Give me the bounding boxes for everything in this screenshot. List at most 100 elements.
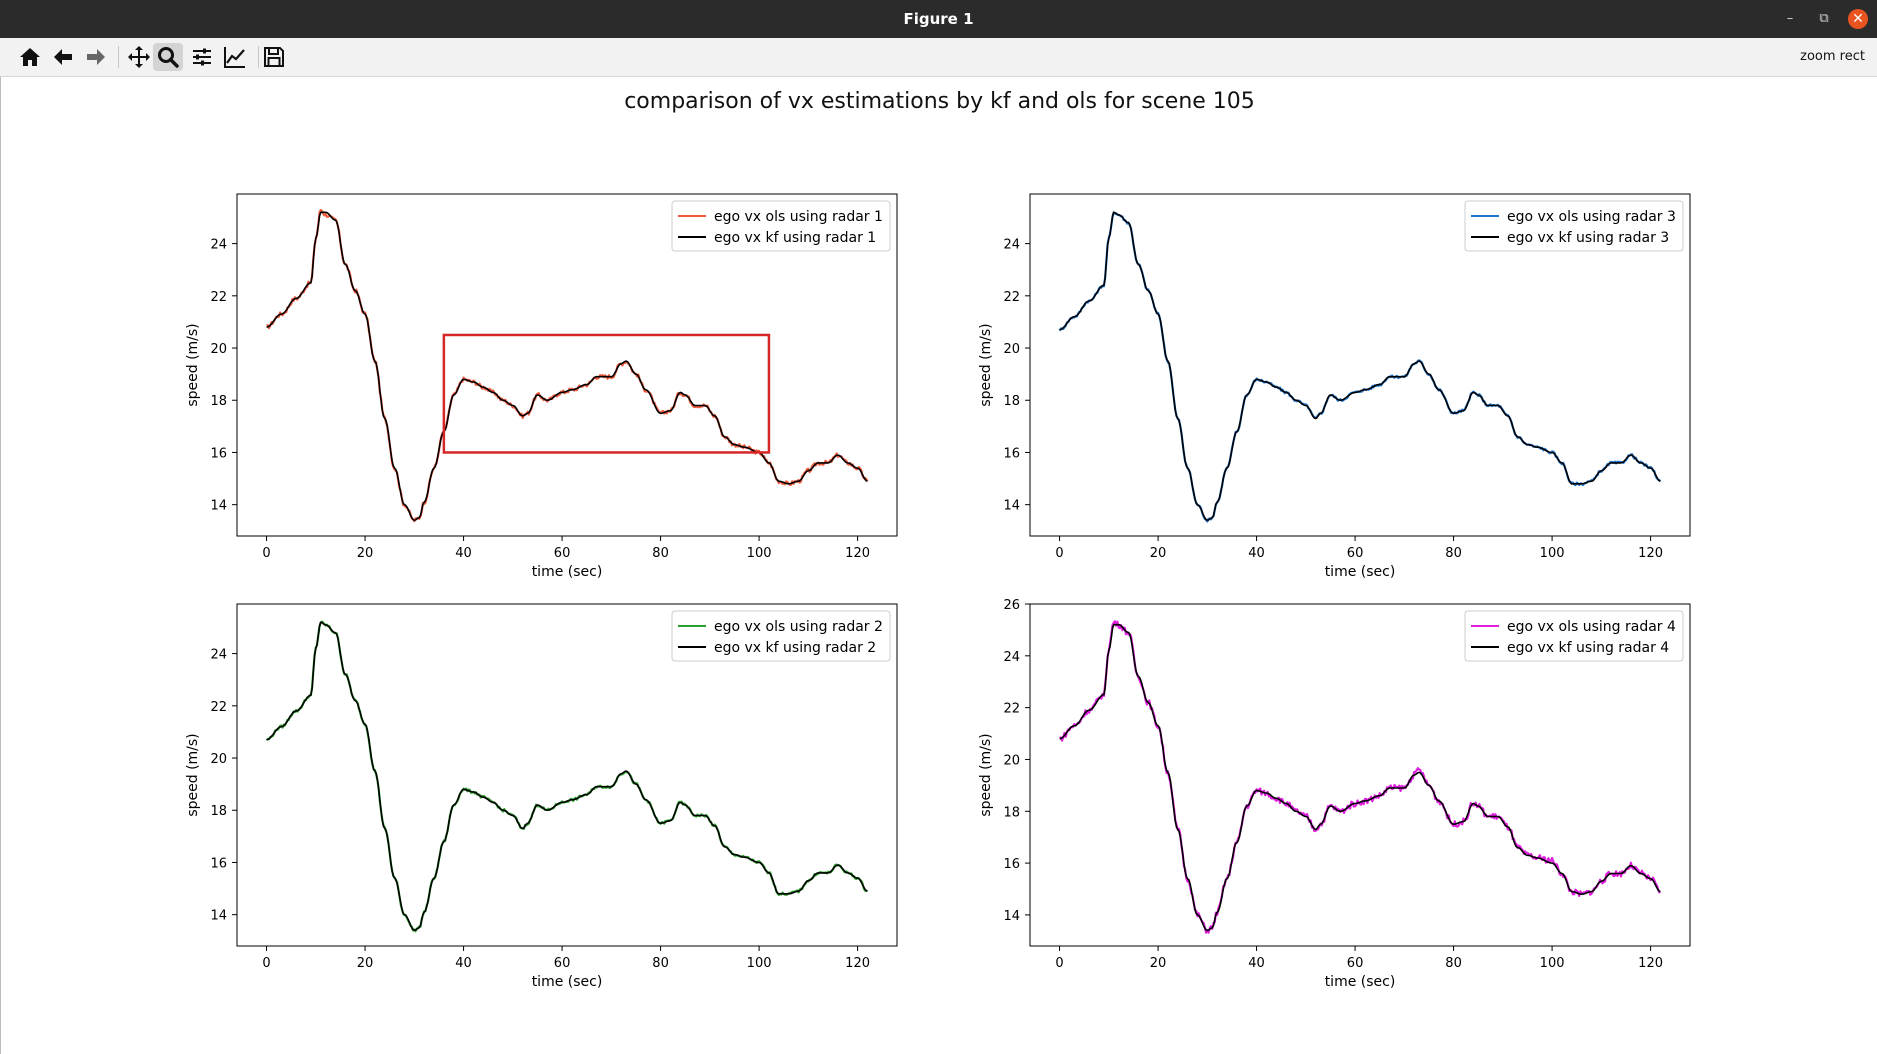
forward-arrow-icon (87, 49, 105, 65)
x-tick-label: 60 (1347, 546, 1364, 561)
pan-button[interactable] (124, 43, 154, 71)
save-button[interactable] (259, 43, 289, 71)
y-tick-label: 16 (1003, 446, 1020, 461)
x-tick-label: 40 (455, 956, 472, 971)
subplot-3[interactable]: 0 20 40 60 80 100 120 14 16 18 20 22 24 time (sec) spe… (185, 603, 898, 990)
x-tick-label: 100 (1540, 546, 1565, 561)
x-tick-label: 40 (455, 546, 472, 561)
y-tick-label: 24 (1003, 238, 1020, 253)
y-tick-label: 24 (210, 238, 227, 253)
series-line-2 (1059, 623, 1661, 932)
subplot-1[interactable]: 0 20 40 60 80 100 120 14 16 18 20 22 24 time (sec) spe… (185, 193, 898, 580)
legend: ego vx ols using radar 2 ego vx kf using … (671, 610, 891, 662)
y-axis-label: speed (m/s) (978, 323, 994, 406)
x-tick-label: 0 (1055, 956, 1063, 971)
minimize-button[interactable]: – (1786, 11, 1794, 26)
legend-entry: ego vx kf using radar 1 (714, 230, 876, 246)
legend-entry: ego vx ols using radar 4 (1507, 619, 1676, 635)
x-axis-label: time (sec) (1325, 564, 1396, 580)
subplots-icon (193, 48, 211, 66)
y-tick-label: 18 (1003, 805, 1020, 820)
axes-frame (236, 603, 898, 947)
x-tick-label: 40 (1248, 956, 1265, 971)
navigation-toolbar: zoom rect (0, 38, 1877, 77)
figure-canvas[interactable]: comparison of vx estimations by kf and o… (0, 77, 1877, 1054)
x-tick-label: 60 (554, 546, 571, 561)
y-tick-label: 24 (1003, 650, 1020, 665)
zoom-selection-rectangle (442, 333, 771, 454)
y-tick-label: 26 (1003, 598, 1020, 613)
y-axis-label: speed (m/s) (185, 733, 201, 816)
x-tick-label: 80 (652, 546, 669, 561)
maximize-button[interactable]: ⧉ (1819, 11, 1829, 26)
subplot-4[interactable]: 0 20 40 60 80 100 120 14 16 18 20 22 24 26 time (sec) s… (978, 598, 1691, 990)
subplots-button[interactable] (187, 43, 217, 71)
x-tick-label: 20 (357, 956, 374, 971)
axes-frame (1029, 603, 1691, 947)
y-tick-label: 22 (210, 290, 227, 305)
legend-box (1464, 200, 1684, 252)
x-tick-label: 100 (747, 546, 772, 561)
legend-entry: ego vx kf using radar 2 (714, 640, 876, 656)
x-tick-label: 100 (747, 956, 772, 971)
toolbar-separator (258, 46, 259, 68)
x-tick-label: 80 (1445, 956, 1462, 971)
y-tick-label: 14 (1003, 499, 1020, 514)
y-tick-label: 14 (210, 499, 227, 514)
x-tick-label: 60 (554, 956, 571, 971)
x-axis-label: time (sec) (1325, 974, 1396, 990)
x-tick-label: 120 (1638, 956, 1663, 971)
legend: ego vx ols using radar 3 ego vx kf using … (1464, 200, 1684, 252)
y-axis-label: speed (m/s) (978, 733, 994, 816)
series-line-2 (266, 621, 868, 932)
axes-frame (1029, 193, 1691, 537)
x-axis-label: time (sec) (532, 564, 603, 580)
series-line-2 (266, 211, 868, 522)
home-button[interactable] (15, 43, 45, 71)
window-titlebar[interactable]: Figure 1 – ⧉ ✕ (0, 0, 1877, 38)
legend-entry: ego vx ols using radar 2 (714, 619, 883, 635)
y-tick-label: 18 (210, 804, 227, 819)
x-tick-label: 0 (262, 956, 270, 971)
series-line-1 (265, 620, 868, 933)
x-tick-label: 80 (1445, 546, 1462, 561)
y-tick-label: 22 (210, 700, 227, 715)
forward-button[interactable] (81, 43, 111, 71)
y-tick-label: 20 (210, 752, 227, 767)
series-line-2 (1059, 211, 1661, 522)
zoom-button[interactable] (153, 43, 183, 71)
x-tick-label: 20 (1150, 956, 1167, 971)
x-tick-label: 20 (1150, 546, 1167, 561)
y-axis-label: speed (m/s) (185, 323, 201, 406)
legend-entry: ego vx kf using radar 3 (1507, 230, 1669, 246)
edit-axes-button[interactable] (220, 43, 250, 71)
y-tick-label: 20 (210, 342, 227, 357)
y-tick-label: 14 (210, 909, 227, 924)
series-line-1 (1058, 211, 1662, 523)
y-tick-label: 14 (1003, 909, 1020, 924)
x-tick-label: 100 (1540, 956, 1565, 971)
axes-frame (236, 193, 898, 537)
subplot-2[interactable]: 0 20 40 60 80 100 120 14 16 18 20 22 24 time (sec) spe… (978, 193, 1691, 580)
pan-icon (128, 46, 150, 68)
x-tick-label: 120 (845, 546, 870, 561)
y-tick-label: 20 (1003, 753, 1020, 768)
x-tick-label: 120 (1638, 546, 1663, 561)
x-tick-label: 40 (1248, 546, 1265, 561)
legend: ego vx ols using radar 1 ego vx kf using … (671, 200, 891, 252)
close-button[interactable]: ✕ (1848, 9, 1868, 29)
legend-box (1464, 610, 1684, 662)
y-tick-label: 18 (1003, 394, 1020, 409)
save-icon (264, 47, 284, 67)
subplots-container[interactable]: 0 20 40 60 80 100 120 14 16 18 20 22 24 time (sec) spe… (1, 77, 1877, 1054)
legend-entry: ego vx ols using radar 3 (1507, 209, 1676, 225)
back-arrow-icon (54, 49, 72, 65)
back-button[interactable] (48, 43, 78, 71)
zoom-icon (158, 47, 179, 68)
y-tick-label: 20 (1003, 342, 1020, 357)
y-tick-label: 22 (1003, 702, 1020, 717)
y-tick-label: 16 (210, 446, 227, 461)
legend: ego vx ols using radar 4 ego vx kf using … (1464, 610, 1684, 662)
home-icon (20, 48, 40, 66)
toolbar-separator (118, 46, 119, 68)
